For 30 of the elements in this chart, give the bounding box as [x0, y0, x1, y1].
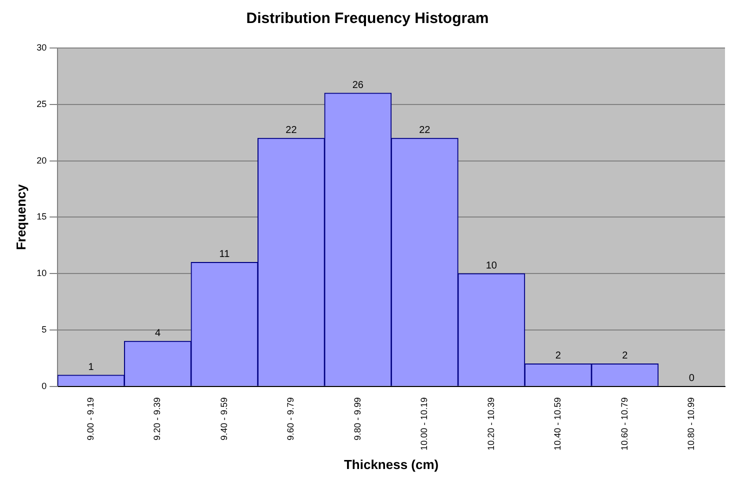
x-tick-label: 10.60 - 10.79: [619, 397, 630, 450]
data-label: 22: [419, 124, 431, 136]
x-tick-label: 9.40 - 9.59: [218, 397, 229, 440]
chart-title: Distribution Frequency Histogram: [246, 10, 489, 28]
data-label: 10: [486, 260, 498, 272]
data-label: 22: [286, 124, 298, 136]
y-tick-label: 30: [36, 42, 47, 52]
y-tick-label: 5: [42, 324, 47, 334]
x-axis-title: Thickness (cm): [344, 456, 439, 472]
data-label: 1: [88, 362, 94, 373]
x-tick-label: 10.40 - 10.59: [552, 397, 563, 450]
y-axis-title: Frequency: [13, 184, 28, 250]
x-tick-label: 10.20 - 10.39: [486, 397, 496, 450]
x-tick-label: 10.80 - 10.99: [686, 397, 696, 450]
data-label: 11: [219, 249, 230, 260]
x-tick-label: 10.00 - 10.19: [419, 397, 430, 450]
y-tick-label: 10: [36, 268, 47, 278]
x-tick-label: 9.20 - 9.39: [152, 397, 162, 440]
x-tick-label: 9.00 - 9.19: [85, 397, 96, 440]
data-label: 2: [555, 350, 562, 362]
data-label: 0: [688, 373, 695, 384]
data-label: 4: [154, 328, 161, 339]
data-label: 26: [352, 80, 364, 91]
y-tick-label: 25: [36, 98, 47, 109]
y-tick-label: 0: [42, 380, 47, 391]
x-tick-label: 9.60 - 9.79: [286, 397, 296, 440]
y-tick-label: 15: [36, 212, 47, 222]
x-tick-label: 9.80 - 9.99: [352, 397, 362, 440]
y-tick-label: 20: [36, 155, 47, 166]
data-label: 2: [622, 350, 628, 362]
